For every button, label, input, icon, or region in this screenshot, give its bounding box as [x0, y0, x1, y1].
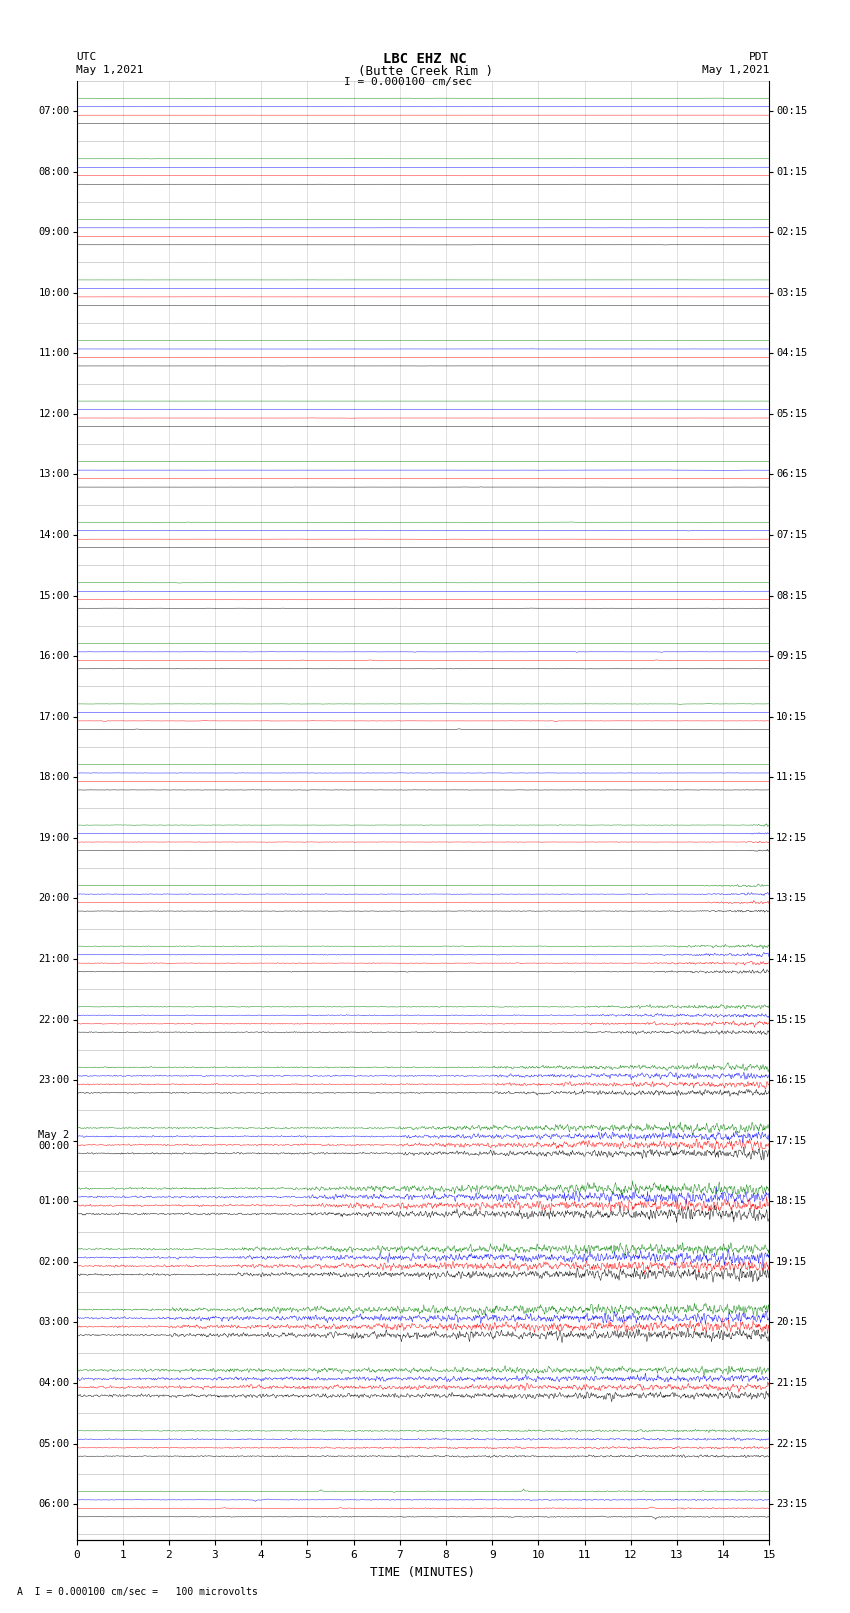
Text: PDT: PDT: [749, 52, 769, 61]
Text: May 1,2021: May 1,2021: [702, 65, 769, 74]
Text: I = 0.000100 cm/sec: I = 0.000100 cm/sec: [344, 77, 473, 87]
X-axis label: TIME (MINUTES): TIME (MINUTES): [371, 1566, 475, 1579]
Text: May 1,2021: May 1,2021: [76, 65, 144, 74]
Text: LBC EHZ NC: LBC EHZ NC: [383, 52, 467, 66]
Text: A  I = 0.000100 cm/sec =   100 microvolts: A I = 0.000100 cm/sec = 100 microvolts: [17, 1587, 258, 1597]
Text: (Butte Creek Rim ): (Butte Creek Rim ): [358, 65, 492, 77]
Text: UTC: UTC: [76, 52, 97, 61]
